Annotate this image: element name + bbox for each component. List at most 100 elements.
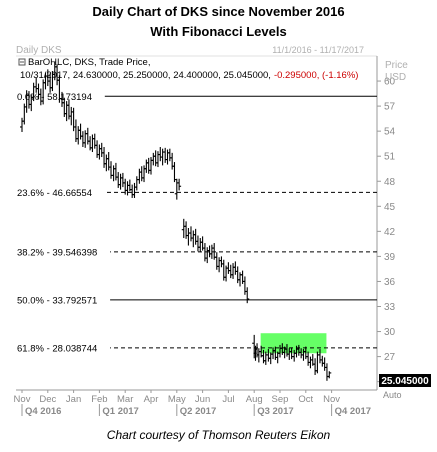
ohlc-bar [245,287,250,304]
last-price-tag [379,374,431,387]
y-tick-label: 30 [384,327,396,338]
y-tick-label: 36 [384,277,396,288]
ohlc-bar [69,106,74,126]
ohlc-bar [158,147,163,162]
fib-label: 50.0% - 33.792571 [17,295,97,306]
fib-label: 0.0% - 58.173194 [17,92,92,103]
x-month-label: Mar [117,394,133,405]
ohlc-bar [263,351,268,365]
ohlc-bar [177,178,182,191]
x-period-label: Q2 2017 [180,406,216,417]
legend-values: 10/31/2017, 24.630000, 25.250000, 24.400… [20,70,358,81]
ohlc-bar [308,356,313,369]
fib-label-bg [16,186,105,198]
fib-label-bg [16,245,111,257]
ohlc-bar [146,157,151,174]
axes: 24273033363942454851545760NovDecJanFebMa… [14,77,396,417]
ohlc-bar [139,166,144,182]
x-month-label: Oct [298,394,313,405]
ohlc-bar [109,161,114,179]
y-tick-label: 33 [384,302,396,313]
ohlc-bar [130,184,135,198]
ohlc-bar [155,151,160,168]
x-period-label: Q4 2016 [25,406,61,417]
ohlc-bar [64,101,69,122]
chart-title-line1: Daily Chart of DKS since November 2016 [92,4,345,19]
fib-label: 61.8% - 28.038744 [17,343,97,354]
ohlc-bar [324,363,329,381]
legend-change-values: -0.295000, (-1.16%) [274,70,359,81]
ohlc-bar [170,152,175,170]
ohlc-bar [132,182,137,198]
legend-study: BarOHLC, DKS, Trade Price, [28,57,150,68]
ohlc-bar [106,152,111,171]
ohlc-bar [116,172,121,188]
legend-checkbox-icon[interactable] [18,58,26,66]
ohlc-bar [76,126,81,145]
x-period-label: Q1 2017 [102,406,138,417]
ohlc-bar [219,256,224,268]
x-month-label: Jun [195,394,210,405]
ohlc-bar [95,140,100,158]
ohlc-bar [137,168,142,184]
highlight-zone [260,333,327,354]
currency-axis-title: USD [385,72,406,83]
ohlc-bar [320,355,325,367]
ohlc-bar [322,357,327,371]
fib-label-bg [16,90,105,102]
ohlc-bar [118,173,123,190]
ohlc-bar [242,276,247,295]
ohlc-bar [125,181,130,196]
ohlc-bar [85,127,90,145]
legend-ohlc-values: 10/31/2017, 24.630000, 25.250000, 24.400… [20,70,271,81]
ohlc-bar [90,134,95,153]
x-month-label: Apr [144,394,159,405]
ohlc-bar [188,226,193,242]
x-month-label: Jan [66,394,81,405]
x-month-label: Jul [222,394,234,405]
ohlc-bar [174,178,179,200]
ohlc-bar [163,147,168,163]
ohlc-bar [78,123,83,140]
fib-label: 23.6% - 46.66554 [17,188,92,199]
ohlc-bar [191,230,196,248]
y-tick-label: 48 [384,177,396,188]
ohlc-bar [142,165,147,183]
ohlc-bar [198,238,203,253]
ohlc-bar [99,142,104,158]
ohlc-bar [113,162,118,181]
ohlc-bar [111,165,116,182]
ohlc-bar [235,266,240,284]
x-month-label: Dec [39,394,56,405]
ohlc-bar [144,159,149,173]
ohlc-bar [184,221,189,239]
y-tick-label: 57 [384,102,396,113]
ohlc-bar [231,263,236,279]
chart-title-line2: With Fibonacci Levels [150,24,287,39]
y-tick-label: 60 [384,77,396,88]
price-axis-title: Price [385,60,408,71]
ohlc-bar [97,144,102,160]
ohlc-bars [20,61,332,381]
chart-symbol-label: Daily DKS [16,45,62,56]
ohlc-bar [153,150,158,167]
auto-scale-label[interactable]: Auto [383,390,402,400]
ohlc-bar [120,172,125,188]
x-period-label: Q4 2017 [335,406,371,417]
ohlc-bar [167,148,172,162]
ohlc-bar [165,149,170,165]
ohlc-bar [306,351,311,366]
ohlc-bar [233,261,238,275]
date-range-label: 11/1/2016 - 11/17/2017 [272,45,364,55]
ohlc-bar [181,218,186,239]
ohlc-bar [83,130,88,148]
fibonacci-levels: 0.0% - 58.173194 23.6% - 46.66554 38.2% - … [16,90,377,354]
ohlc-bar [205,247,210,264]
ohlc-bar [195,235,200,252]
ohlc-bar [217,257,222,273]
y-tick-label: 42 [384,227,396,238]
ohlc-bar [214,252,219,270]
ohlc-bar [327,371,332,379]
fib-label: 38.2% - 39.546398 [17,247,97,258]
